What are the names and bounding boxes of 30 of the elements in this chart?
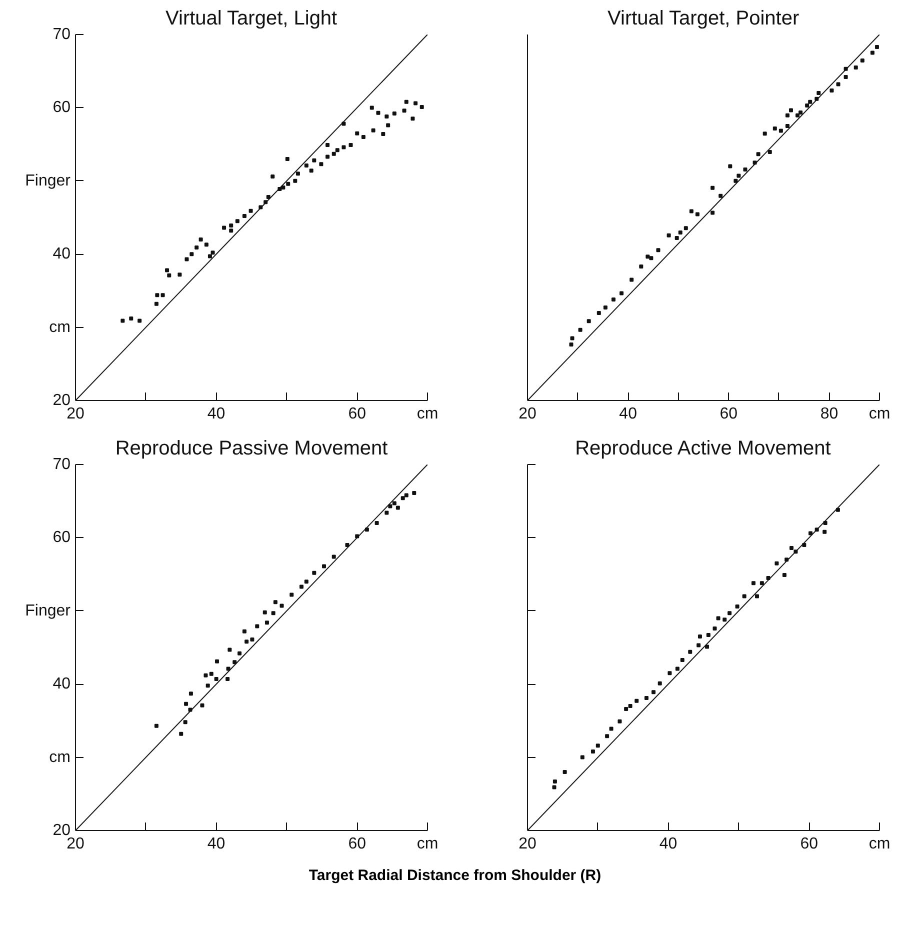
x-tick-label: 40	[207, 406, 226, 422]
y-tick-label: 40	[52, 676, 71, 693]
x-tick-label: 40	[619, 406, 638, 422]
chart-title: Virtual Target, Pointer	[608, 8, 800, 30]
chart-title: Virtual Target, Light	[166, 8, 338, 30]
x-tick-label: 60	[348, 406, 366, 422]
chart-title: Reproduce Active Movement	[575, 438, 832, 460]
y-tick-label: Finger	[25, 602, 72, 620]
x-tick-label: 40	[207, 836, 226, 852]
y-tick-label: 60	[52, 529, 71, 546]
y-tick-label: cm	[49, 748, 70, 766]
x-tick-label: 60	[720, 406, 738, 422]
x-axis-title: Target Radial Distance from Shoulder (R)	[308, 866, 602, 886]
y-tick-label: 60	[52, 99, 71, 116]
y-tick-label: 70	[52, 26, 71, 43]
chart-title: Reproduce Passive Movement	[115, 438, 388, 460]
x-tick-label: 20	[518, 836, 536, 852]
x-tick-label: 80	[820, 406, 838, 422]
y-tick-label: cm	[49, 318, 70, 336]
x-tick-label: cm	[416, 406, 438, 422]
x-tick-label: 40	[659, 836, 678, 852]
x-tick-label: cm	[868, 836, 890, 852]
x-tick-label: cm	[868, 406, 890, 422]
y-tick-label: Finger	[25, 172, 72, 190]
x-tick-label: cm	[416, 836, 438, 852]
x-tick-label: 60	[348, 836, 366, 852]
x-tick-label: 20	[518, 406, 536, 422]
y-tick-label: 70	[52, 456, 71, 473]
y-tick-label: 40	[52, 246, 71, 263]
x-tick-label: 60	[800, 836, 818, 852]
